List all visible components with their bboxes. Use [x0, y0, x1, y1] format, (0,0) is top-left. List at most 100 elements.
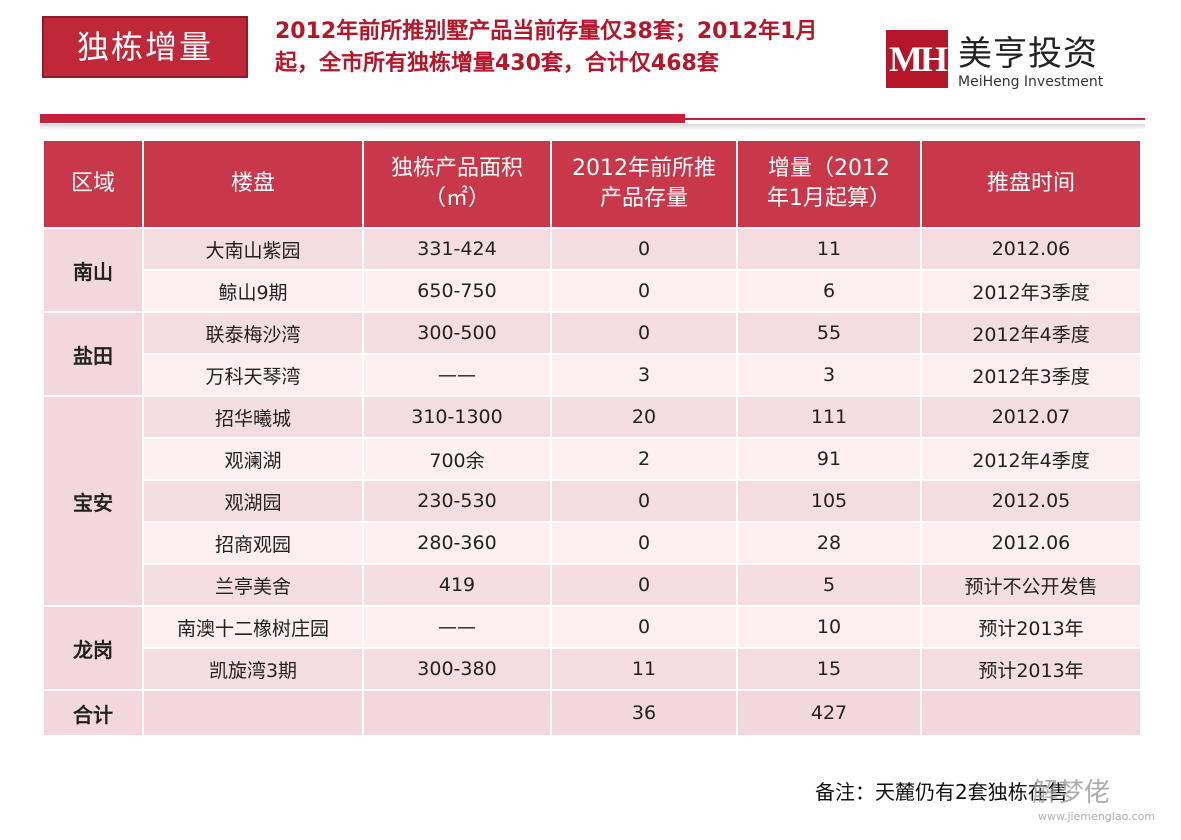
project-name: 凯旋湾3期 — [142, 647, 364, 691]
watermark-url: www.jiemenglao.com — [1038, 810, 1156, 823]
stock-cell: 0 — [550, 311, 738, 355]
increment-cell: 55 — [736, 311, 922, 355]
project-name: 观湖园 — [142, 479, 364, 523]
launch-time-cell: 2012.06 — [920, 521, 1142, 565]
logo-chinese-name: 美亨投资 — [958, 34, 1098, 74]
project-name: 大南山紫园 — [142, 227, 364, 271]
stock-cell: 0 — [550, 521, 738, 565]
header-rule-bar — [40, 114, 685, 123]
area-cell: —— — [362, 353, 552, 397]
table-row: 招商观园 280-360 0 28 2012.06 — [43, 521, 1142, 565]
launch-time-cell: 预计不公开发售 — [920, 563, 1142, 607]
project-name: 兰亭美舍 — [142, 563, 364, 607]
header-area-line-1: 独栋产品面积 — [390, 156, 523, 181]
project-name: 招商观园 — [142, 521, 364, 565]
header-area: 独栋产品面积 （㎡） — [362, 139, 552, 229]
increment-cell: 10 — [736, 605, 922, 649]
launch-time-cell: 2012.07 — [920, 395, 1142, 439]
stock-cell: 3 — [550, 353, 738, 397]
header-increment-line-1: 增量（2012 — [768, 156, 890, 181]
total-increment: 427 — [736, 689, 922, 737]
stock-cell: 2 — [550, 437, 738, 481]
increment-cell: 15 — [736, 647, 922, 691]
table-row: 龙岗 南澳十二橡树庄园 —— 0 10 预计2013年 — [42, 605, 1142, 691]
stock-cell: 0 — [550, 563, 738, 607]
header-launch-time: 推盘时间 — [920, 139, 1142, 229]
header-region: 区域 — [42, 139, 144, 229]
increment-cell: 11 — [736, 227, 922, 271]
footnote: 备注：天麓仍有2套独栋在售 — [815, 780, 1068, 804]
project-name: 万科天琴湾 — [142, 353, 364, 397]
project-name: 观澜湖 — [142, 437, 364, 481]
section-tag: 独栋增量 — [42, 16, 248, 78]
stock-cell: 11 — [550, 647, 738, 691]
increment-cell: 3 — [736, 353, 922, 397]
total-empty-cell — [362, 689, 552, 737]
stock-cell: 0 — [550, 605, 738, 649]
area-cell: 300-500 — [362, 311, 552, 355]
stock-cell: 0 — [550, 269, 738, 313]
area-cell: 230-530 — [362, 479, 552, 523]
logo-mark-icon: MH — [886, 30, 948, 88]
launch-time-cell: 预计2013年 — [920, 605, 1142, 649]
project-name: 南澳十二橡树庄园 — [142, 605, 364, 649]
area-cell: 300-380 — [362, 647, 552, 691]
increment-cell: 5 — [736, 563, 922, 607]
area-cell: 331-424 — [362, 227, 552, 271]
launch-time-cell: 2012.05 — [920, 479, 1142, 523]
total-empty-cell — [142, 689, 364, 737]
header-stock-line-2: 产品存量 — [599, 186, 688, 211]
headline-line-2: 起，全市所有独栋增量430套，合计仅468套 — [275, 51, 719, 76]
header-increment: 增量（2012 年1月起算） — [736, 139, 922, 229]
table-row: 南山 大南山紫园 331-424 0 11 2012.06 — [42, 227, 1142, 313]
header-shadow — [40, 124, 1145, 130]
launch-time-cell: 2012年4季度 — [920, 437, 1142, 481]
header-area-line-2: （㎡） — [423, 186, 490, 211]
table-row: 宝安 招华曦城 310-1300 20 111 2012.07 — [42, 395, 1142, 607]
area-cell: 280-360 — [362, 521, 552, 565]
launch-time-cell: 2012年3季度 — [920, 353, 1142, 397]
header-increment-line-2: 年1月起算） — [767, 186, 891, 211]
table-row: 观澜湖 700余 2 91 2012年4季度 — [43, 437, 1142, 481]
launch-time-cell: 2012年4季度 — [920, 311, 1142, 355]
villa-increment-table: 区域 楼盘 独栋产品面积 （㎡） 2012年前所推 产品存量 增量（2012 年… — [42, 139, 1142, 737]
project-name: 联泰梅沙湾 — [142, 311, 364, 355]
area-cell: 419 — [362, 563, 552, 607]
launch-time-cell: 2012年3季度 — [920, 269, 1142, 313]
launch-time-cell: 预计2013年 — [920, 647, 1142, 691]
area-cell: —— — [362, 605, 552, 649]
region-cell: 盐田 — [42, 311, 144, 397]
table-row: 观湖园 230-530 0 105 2012.05 — [43, 479, 1142, 523]
launch-time-cell: 2012.06 — [920, 227, 1142, 271]
increment-cell: 28 — [736, 521, 922, 565]
area-cell: 310-1300 — [362, 395, 552, 439]
watermark-text: 解梦佬 — [1032, 778, 1111, 808]
table-row: 鲸山9期 650-750 0 6 2012年3季度 — [43, 269, 1142, 313]
increment-cell: 111 — [736, 395, 922, 439]
stock-cell: 0 — [550, 479, 738, 523]
headline-line-1: 2012年前所推别墅产品当前存量仅38套；2012年1月 — [275, 19, 818, 44]
page-headline: 2012年前所推别墅产品当前存量仅38套；2012年1月 起，全市所有独栋增量4… — [275, 16, 875, 80]
table-total-row: 合计 36 427 — [42, 689, 1142, 737]
area-cell: 650-750 — [362, 269, 552, 313]
region-cell: 南山 — [42, 227, 144, 313]
stock-cell: 0 — [550, 227, 738, 271]
company-logo: MH 美亨投资 MeiHeng Investment — [886, 30, 1126, 92]
logo-english-name: MeiHeng Investment — [958, 74, 1104, 90]
region-cell: 宝安 — [42, 395, 144, 607]
table-header-row: 区域 楼盘 独栋产品面积 （㎡） 2012年前所推 产品存量 增量（2012 年… — [42, 139, 1142, 229]
stock-cell: 20 — [550, 395, 738, 439]
increment-cell: 91 — [736, 437, 922, 481]
total-label: 合计 — [42, 689, 144, 737]
increment-cell: 105 — [736, 479, 922, 523]
table-row: 盐田 联泰梅沙湾 300-500 0 55 2012年4季度 — [42, 311, 1142, 397]
project-name: 鲸山9期 — [142, 269, 364, 313]
project-name: 招华曦城 — [142, 395, 364, 439]
header-project: 楼盘 — [142, 139, 364, 229]
table-row: 兰亭美舍 419 0 5 预计不公开发售 — [43, 563, 1142, 607]
region-cell: 龙岗 — [42, 605, 144, 691]
table-row: 万科天琴湾 —— 3 3 2012年3季度 — [43, 353, 1142, 397]
header-stock-line-1: 2012年前所推 — [572, 156, 716, 181]
total-stock: 36 — [550, 689, 738, 737]
table-row: 凯旋湾3期 300-380 11 15 预计2013年 — [43, 647, 1142, 691]
